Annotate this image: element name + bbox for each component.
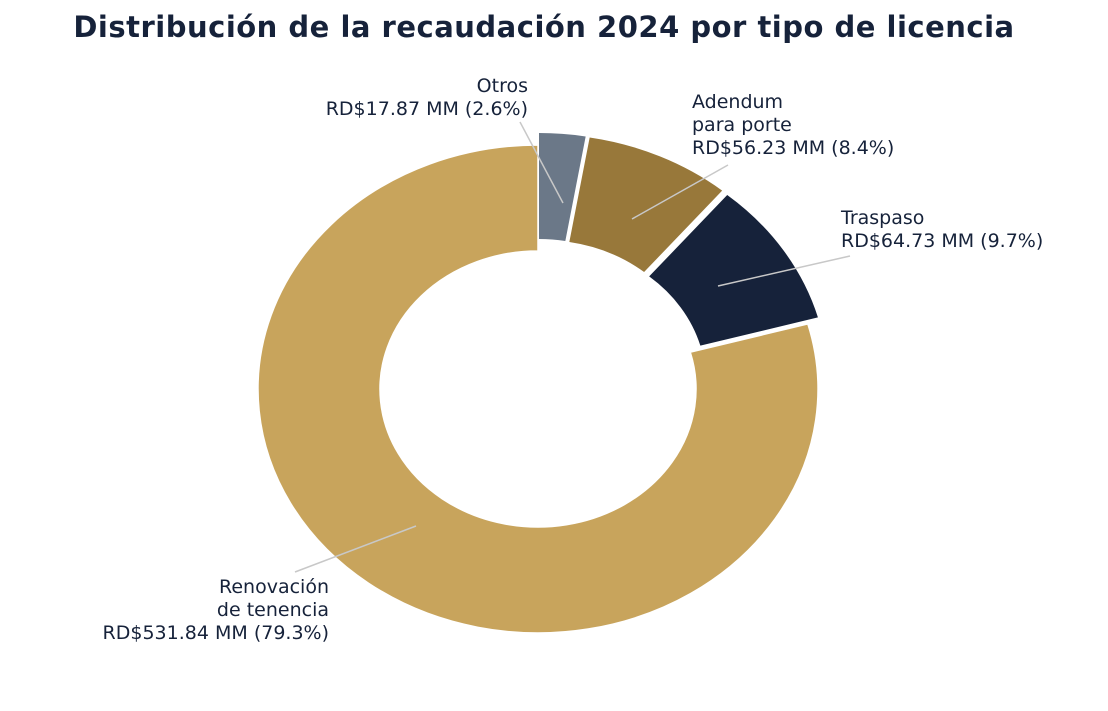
slice-traspaso — [649, 194, 818, 346]
leader-line — [294, 525, 417, 573]
slice-adendum-para-porte — [569, 137, 723, 273]
slice-label-line: RD$56.23 MM (8.4%) — [692, 137, 894, 159]
leader-line — [519, 121, 564, 204]
slice-label-line: RD$531.84 MM (79.3%) — [103, 622, 329, 644]
slice-label: Renovación de tenencia RD$531.84 MM (79.3%… — [103, 576, 329, 644]
slice-label-line: Adendum — [692, 91, 783, 113]
slice-label-line: Traspaso — [840, 207, 924, 229]
slice-label: Otros RD$17.87 MM (2.6%) — [326, 75, 528, 120]
slice-label-line: para porte — [692, 114, 792, 136]
slice-label: Traspaso RD$64.73 MM (9.7%) — [840, 207, 1043, 252]
slice-label-line: RD$64.73 MM (9.7%) — [841, 230, 1043, 252]
leader-line — [717, 255, 851, 287]
slice-renovaci-n-de-tenencia — [257, 144, 819, 634]
slice-label: Adendum para porte RD$56.23 MM (8.4%) — [692, 91, 894, 159]
chart-title: Distribución de la recaudación 2024 por … — [73, 10, 1015, 44]
slice-label-line: Otros — [477, 75, 528, 97]
slice-label-line: de tenencia — [217, 599, 329, 621]
leader-line — [631, 164, 729, 220]
slice-label-line: Renovación — [219, 576, 329, 598]
slice-otros — [539, 133, 586, 241]
slice-label-line: RD$17.87 MM (2.6%) — [326, 98, 528, 120]
